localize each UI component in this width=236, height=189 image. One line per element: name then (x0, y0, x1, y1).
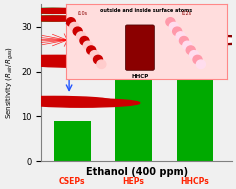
Text: outside and inside surface atoms: outside and inside surface atoms (100, 8, 192, 13)
Circle shape (144, 35, 236, 45)
Y-axis label: Sensitivity $(R_{air}/R_{gas})$: Sensitivity $(R_{air}/R_{gas})$ (4, 46, 16, 119)
Circle shape (166, 18, 175, 26)
Circle shape (25, 9, 93, 13)
Circle shape (18, 58, 153, 67)
Circle shape (83, 41, 92, 50)
Circle shape (13, 16, 80, 21)
Circle shape (186, 46, 195, 54)
Circle shape (87, 46, 96, 54)
Circle shape (93, 55, 102, 64)
Text: SEPs: SEPs (65, 60, 86, 69)
Circle shape (19, 16, 86, 21)
Circle shape (81, 58, 204, 67)
Text: i12s: i12s (181, 11, 191, 16)
Circle shape (19, 9, 86, 13)
Circle shape (196, 60, 205, 68)
Bar (177, 49, 213, 161)
Text: HHCP: HHCP (131, 74, 148, 79)
Circle shape (179, 36, 188, 45)
Circle shape (76, 32, 86, 40)
Text: HHCPs: HHCPs (179, 25, 207, 34)
Circle shape (66, 18, 75, 26)
Circle shape (55, 58, 178, 67)
Circle shape (173, 37, 236, 43)
Circle shape (193, 55, 202, 64)
Circle shape (176, 32, 185, 40)
Circle shape (13, 9, 80, 13)
Bar (115, 78, 152, 161)
Text: Reconstruction: Reconstruction (143, 49, 183, 53)
Circle shape (73, 27, 82, 36)
Circle shape (0, 55, 124, 65)
X-axis label: Ethanol (400 ppm): Ethanol (400 ppm) (86, 167, 188, 177)
Circle shape (97, 60, 106, 68)
Circle shape (173, 27, 182, 36)
Circle shape (70, 22, 79, 31)
Text: CSEPs: CSEPs (59, 177, 85, 186)
Circle shape (0, 96, 112, 105)
Circle shape (90, 51, 99, 59)
Circle shape (23, 99, 140, 107)
FancyBboxPatch shape (126, 25, 154, 70)
Circle shape (109, 60, 177, 65)
Text: Hollowing: Hollowing (88, 64, 115, 69)
Circle shape (169, 22, 178, 31)
Circle shape (113, 35, 236, 45)
Circle shape (80, 36, 89, 45)
Text: HHCPs: HHCPs (181, 177, 209, 186)
Bar (54, 121, 91, 161)
Text: HEPs: HEPs (123, 177, 144, 186)
Circle shape (190, 51, 199, 59)
Circle shape (25, 16, 93, 21)
Text: i10s: i10s (77, 11, 87, 16)
Circle shape (183, 41, 192, 50)
Text: HEPs: HEPs (117, 69, 138, 78)
